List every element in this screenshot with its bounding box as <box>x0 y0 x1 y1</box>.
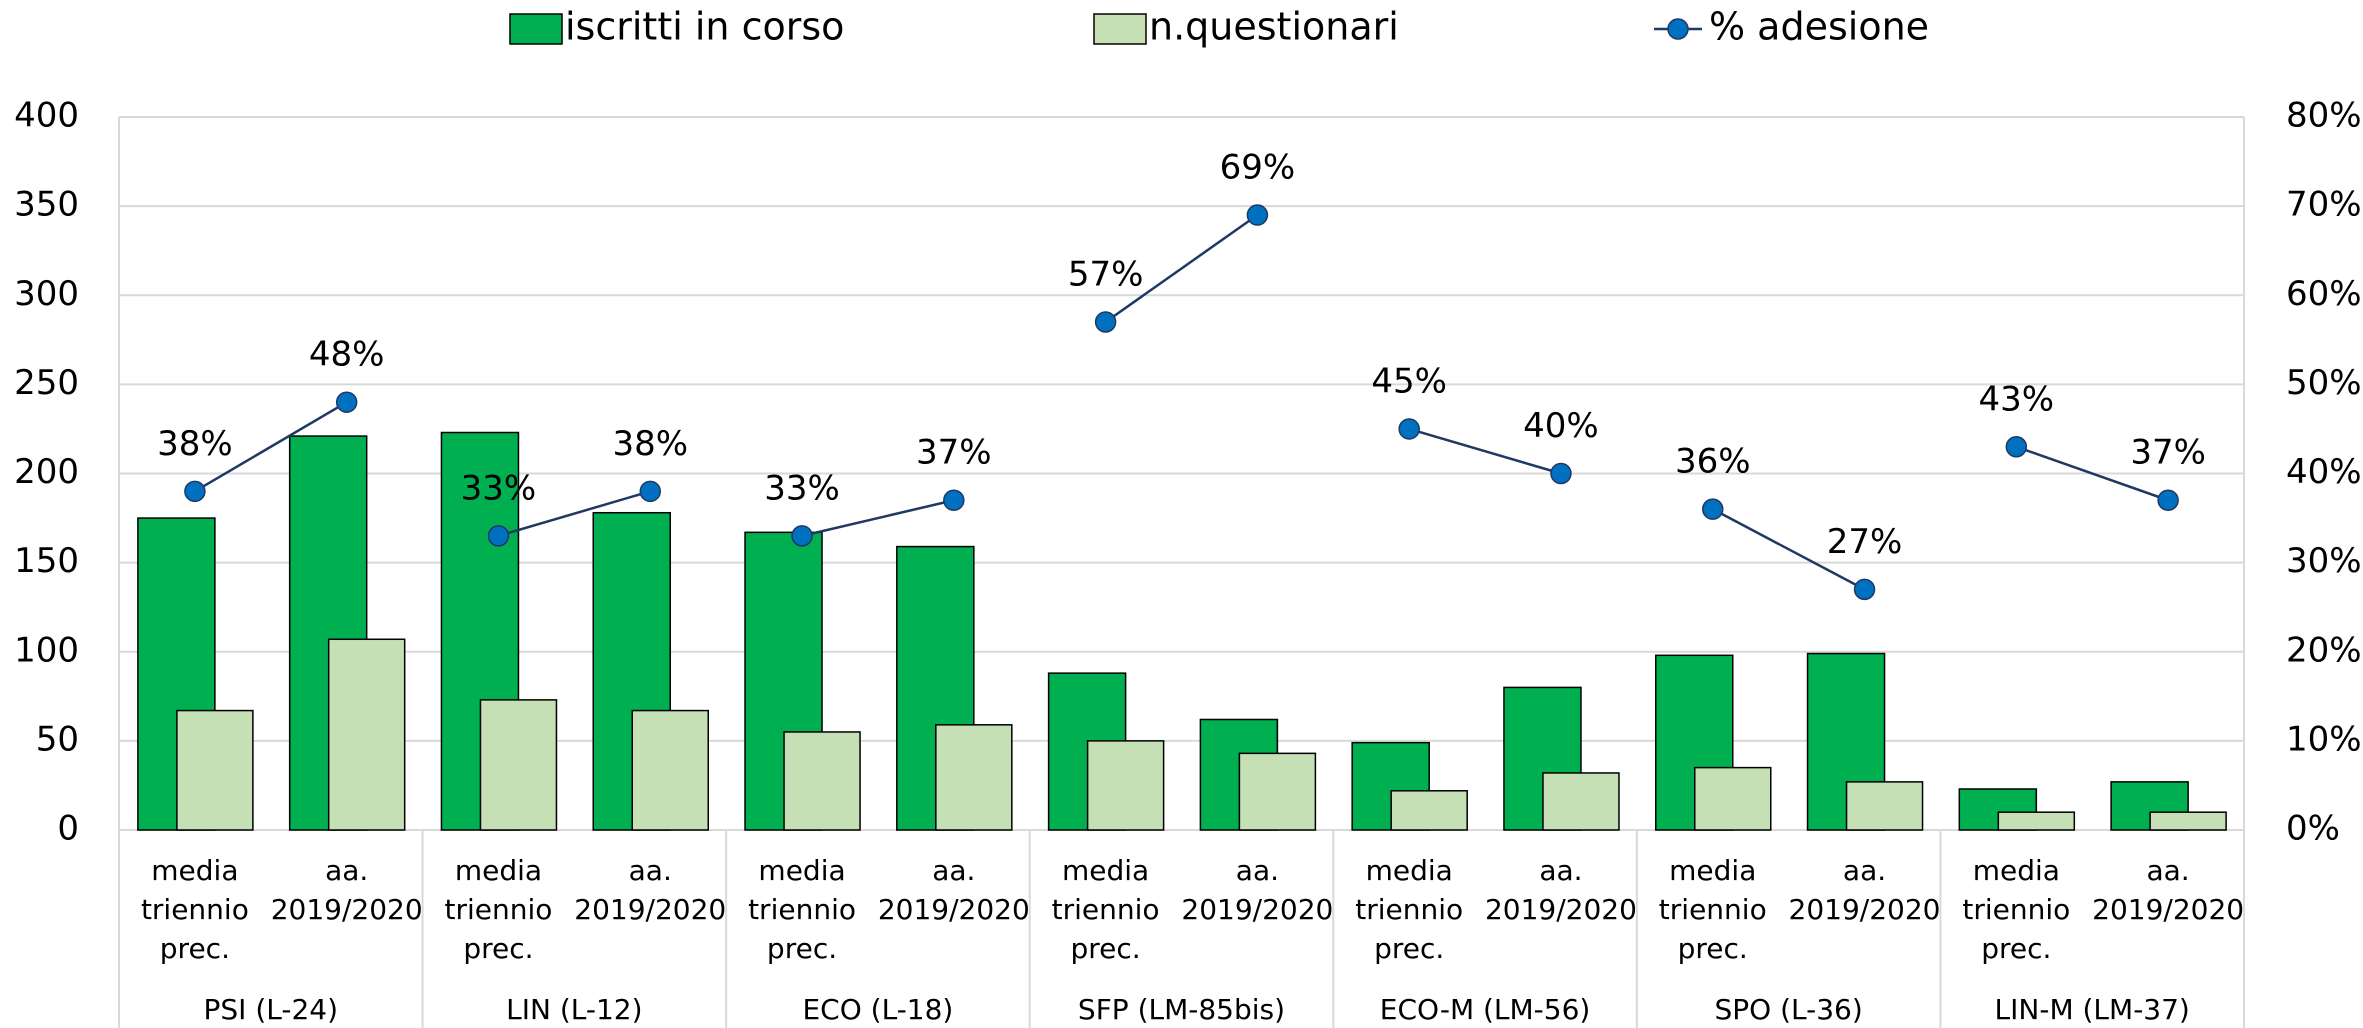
line-segment <box>1408 427 1562 475</box>
x-tick-label: aa. 2019/2020 <box>1789 854 1941 926</box>
data-label: 38% <box>157 424 233 464</box>
x-tick-label: media triennio prec. <box>1659 854 1767 965</box>
y-tick-label: 400 <box>14 96 79 136</box>
x-tick-label: media triennio prec. <box>1355 854 1463 965</box>
marker <box>184 480 206 503</box>
data-label: 40% <box>1523 406 1599 446</box>
bar <box>1845 781 1924 831</box>
legend-marker <box>1667 18 1689 40</box>
line-segment <box>1104 214 1259 324</box>
line-segment <box>498 490 651 538</box>
marker <box>1246 204 1269 226</box>
group-label: LIN-M (LM-37) <box>1995 993 2190 1026</box>
marker <box>639 480 661 503</box>
y2-tick-label: 50% <box>2286 363 2362 403</box>
x-tick-label: aa. 2019/2020 <box>1181 854 1333 926</box>
legend-swatch <box>509 13 563 45</box>
x-tick-label: aa. 2019/2020 <box>1485 854 1637 926</box>
bar <box>1542 772 1620 831</box>
legend-label: % adesione <box>1709 5 1929 49</box>
x-tick-label: media triennio prec. <box>141 854 249 965</box>
marker <box>1702 498 1724 520</box>
y-tick-label: 50 <box>36 719 79 759</box>
y2-tick-label: 0% <box>2286 809 2340 849</box>
bar <box>1390 790 1468 831</box>
x-tick-label: aa. 2019/2020 <box>271 854 423 926</box>
line-segment <box>801 499 955 538</box>
data-label: 27% <box>1827 522 1903 562</box>
data-label: 36% <box>1675 442 1751 482</box>
y2-tick-label: 40% <box>2286 452 2362 492</box>
marker <box>791 525 813 547</box>
legend-swatch <box>1093 13 1147 45</box>
x-tick-label: media triennio prec. <box>445 854 553 965</box>
marker <box>487 525 510 547</box>
x-tick-label: aa. 2019/2020 <box>2092 854 2244 926</box>
x-tick-label: media triennio prec. <box>748 854 856 965</box>
data-label: 38% <box>612 424 688 464</box>
data-label: 33% <box>461 468 537 508</box>
data-label: 57% <box>1068 254 1144 294</box>
marker <box>943 489 965 511</box>
marker <box>2157 489 2179 511</box>
legend-label: iscritti in corso <box>565 5 844 49</box>
group-label: ECO (L-18) <box>802 993 953 1026</box>
y-tick-label: 0 <box>57 809 79 849</box>
bar <box>1694 766 1772 831</box>
y-tick-label: 250 <box>14 363 79 403</box>
legend-label: n.questionari <box>1149 5 1399 49</box>
bar <box>631 709 709 831</box>
group-label: ECO-M (LM-56) <box>1380 993 1591 1026</box>
bar <box>1238 752 1317 831</box>
data-label: 45% <box>1371 361 1447 401</box>
y2-tick-label: 30% <box>2286 541 2362 581</box>
marker <box>335 391 358 413</box>
y2-tick-label: 20% <box>2286 630 2362 670</box>
data-label: 69% <box>1220 148 1296 188</box>
bar <box>783 731 861 831</box>
line-segment <box>194 401 348 493</box>
x-tick-label: media triennio prec. <box>1052 854 1160 965</box>
y-tick-label: 150 <box>14 541 79 581</box>
marker <box>1398 418 1420 440</box>
bar <box>176 709 254 831</box>
y2-tick-label: 60% <box>2286 274 2362 314</box>
bar <box>479 699 558 831</box>
x-tick-label: media triennio prec. <box>1962 854 2070 965</box>
bar <box>327 638 406 831</box>
y-tick-label: 300 <box>14 274 79 314</box>
marker <box>1853 578 1876 601</box>
data-label: 48% <box>309 335 385 375</box>
line-segment <box>2015 445 2169 502</box>
y-tick-label: 200 <box>14 452 79 492</box>
marker <box>2005 436 2028 458</box>
y2-tick-label: 80% <box>2286 96 2362 136</box>
bar <box>1086 740 1165 831</box>
y-tick-label: 350 <box>14 185 79 225</box>
y2-tick-label: 70% <box>2286 185 2362 225</box>
data-label: 37% <box>2130 433 2206 473</box>
marker <box>1094 311 1117 333</box>
group-label: SFP (LM-85bis) <box>1078 993 1285 1026</box>
data-label: 43% <box>1979 379 2055 419</box>
group-label: LIN (L-12) <box>506 993 642 1026</box>
bar <box>2149 811 2227 831</box>
data-label: 37% <box>916 433 992 473</box>
marker <box>1550 462 1572 485</box>
bar <box>1997 811 2076 831</box>
bar <box>935 724 1013 831</box>
y2-tick-label: 10% <box>2286 719 2362 759</box>
group-label: PSI (L-24) <box>204 993 339 1026</box>
y-tick-label: 100 <box>14 630 79 670</box>
x-tick-label: aa. 2019/2020 <box>574 854 726 926</box>
data-label: 33% <box>764 468 840 508</box>
line-segment <box>1712 508 1866 591</box>
x-tick-label: aa. 2019/2020 <box>878 854 1030 926</box>
group-label: SPO (L-36) <box>1714 993 1862 1026</box>
